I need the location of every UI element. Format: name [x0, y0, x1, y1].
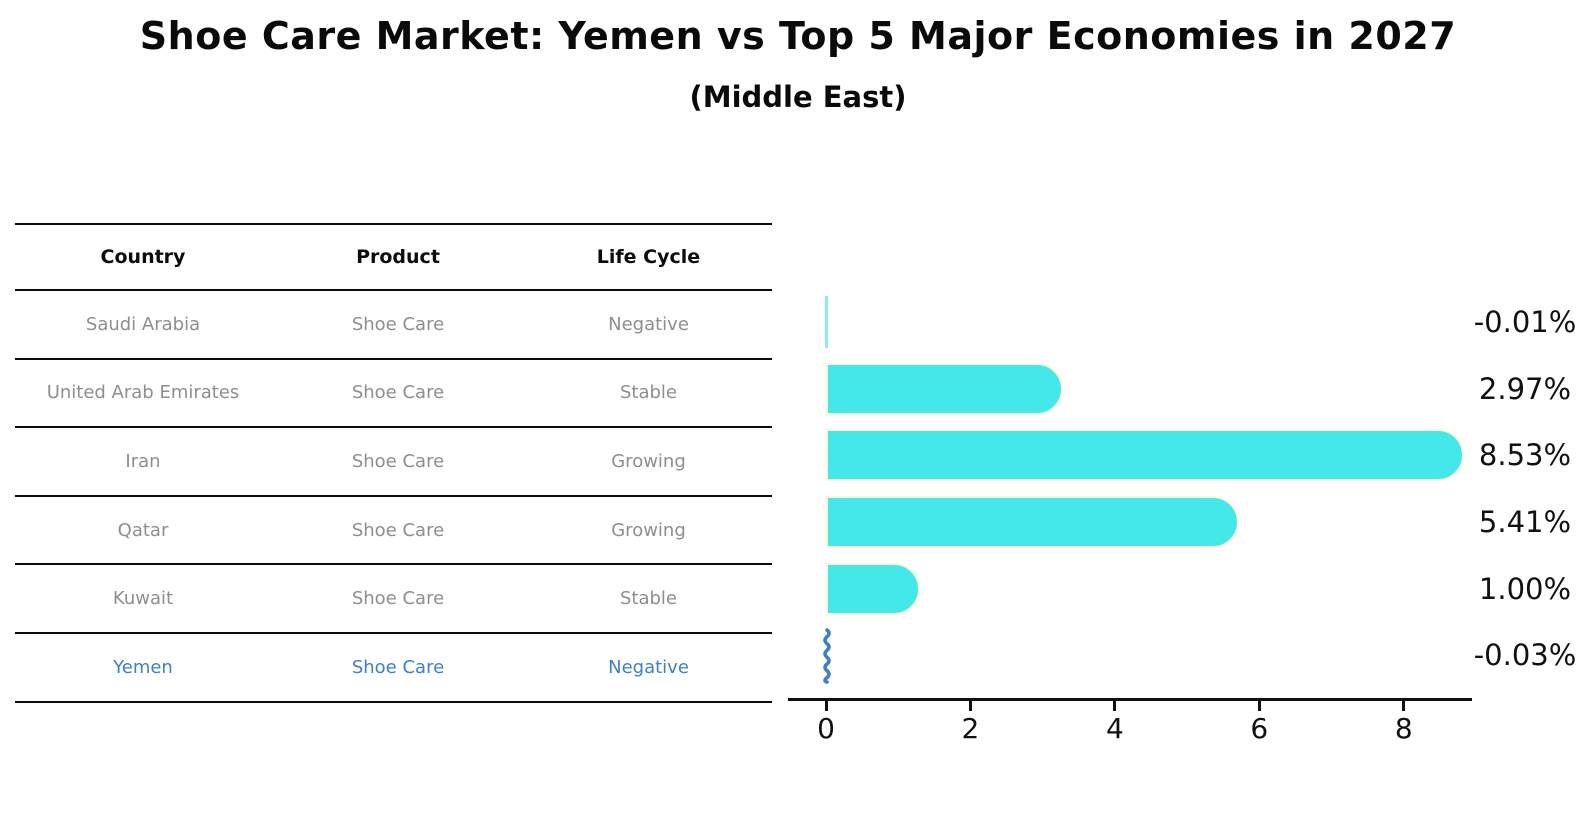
cell-life-cycle: Stable	[619, 382, 677, 404]
bar-kuwait	[826, 563, 921, 615]
cell-country: United Arab Emirates	[46, 382, 240, 404]
comparison-table: Country Product Life Cycle Saudi Arabia S…	[15, 223, 772, 703]
bar-value-label: 8.53%	[1478, 438, 1572, 472]
near-zero-bar	[825, 296, 828, 348]
cell-product: Shoe Care	[351, 450, 445, 472]
cell-product: Shoe Care	[351, 656, 445, 678]
x-axis-line	[788, 698, 1472, 701]
bar-qatar	[826, 496, 1239, 548]
cell-product: Shoe Care	[351, 382, 445, 404]
header-life-cycle: Life Cycle	[596, 246, 701, 268]
cell-country: Yemen	[113, 656, 173, 678]
table-header-row: Country Product Life Cycle	[15, 225, 772, 291]
table-row: Kuwait Shoe Care Stable	[15, 565, 772, 634]
cell-country: Kuwait	[112, 588, 174, 610]
cell-life-cycle: Stable	[619, 588, 677, 610]
x-axis-tick	[968, 701, 972, 711]
highlight-squiggle-bar	[820, 627, 834, 685]
x-axis-tick-label: 6	[1250, 712, 1269, 745]
table-body: Saudi Arabia Shoe Care Negative United Arab…	[15, 291, 772, 703]
header-product: Product	[356, 246, 440, 268]
table-row: Saudi Arabia Shoe Care Negative	[15, 291, 772, 360]
cell-life-cycle: Negative	[608, 313, 689, 335]
bar-value-label: 2.97%	[1478, 372, 1572, 406]
bar-value-label: 5.41%	[1478, 505, 1572, 539]
table-row: Qatar Shoe Care Growing	[15, 497, 772, 566]
cell-country: Saudi Arabia	[85, 313, 201, 335]
x-axis-tick	[1402, 701, 1406, 711]
table-row: Iran Shoe Care Growing	[15, 428, 772, 497]
x-axis-tick	[1113, 701, 1117, 711]
bar-value-label: 1.00%	[1478, 572, 1572, 606]
cell-life-cycle: Growing	[611, 450, 686, 472]
bar-iran	[826, 429, 1465, 481]
cell-life-cycle: Growing	[611, 519, 686, 541]
chart-subtitle: (Middle East)	[689, 80, 907, 114]
bar-value-label: -0.03%	[1473, 638, 1577, 672]
x-axis-tick	[824, 701, 828, 711]
x-axis-tick	[1257, 701, 1261, 711]
cell-product: Shoe Care	[351, 519, 445, 541]
cell-country: Iran	[125, 450, 161, 472]
x-axis-tick-label: 2	[961, 712, 980, 745]
x-axis-tick-label: 4	[1105, 712, 1124, 745]
bar-united-arab-emirates	[826, 363, 1063, 415]
x-axis-tick-label: 0	[817, 712, 835, 745]
cell-product: Shoe Care	[351, 313, 445, 335]
chart-title: Shoe Care Market: Yemen vs Top 5 Major E…	[139, 14, 1457, 58]
cell-product: Shoe Care	[351, 588, 445, 610]
table-row: United Arab Emirates Shoe Care Stable	[15, 360, 772, 429]
table-row: Yemen Shoe Care Negative	[15, 634, 772, 703]
header-country: Country	[100, 246, 186, 268]
x-axis-tick-label: 8	[1394, 712, 1413, 745]
bar-value-label: -0.01%	[1473, 305, 1577, 339]
cell-life-cycle: Negative	[608, 656, 689, 678]
bar-plot-area	[823, 0, 1476, 823]
cell-country: Qatar	[117, 519, 169, 541]
